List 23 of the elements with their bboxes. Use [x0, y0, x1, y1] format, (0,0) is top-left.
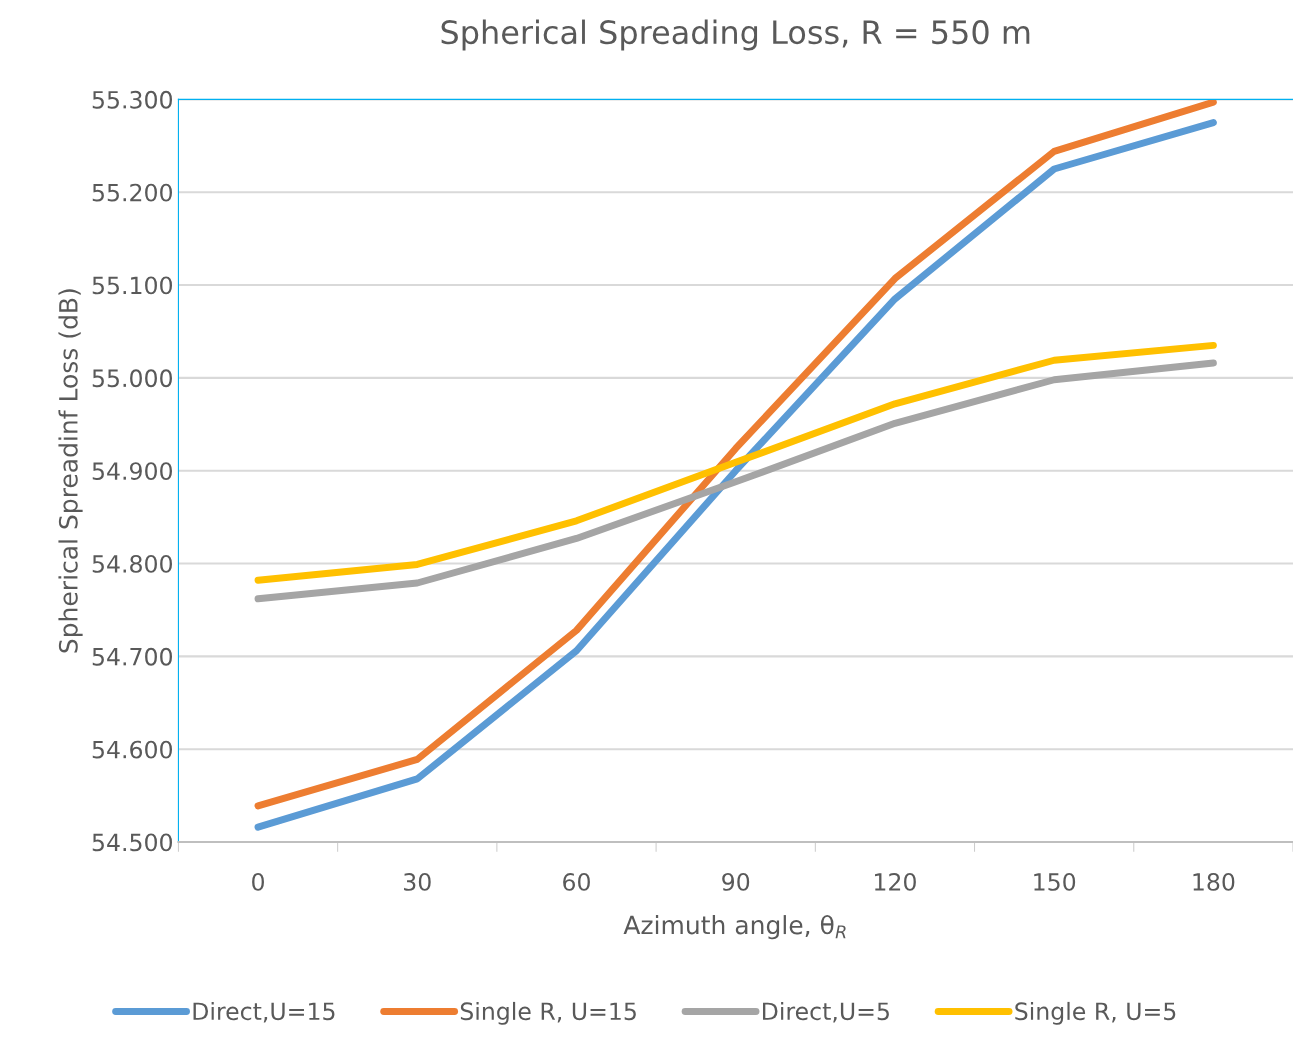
- y-tick-label: 54.700: [92, 647, 172, 666]
- chart-title: Spherical Spreading Loss, R = 550 m: [441, 19, 1030, 51]
- y-tick-label: 55.300: [92, 90, 172, 109]
- y-tick-label: 54.500: [92, 833, 172, 852]
- y-tick-label: 55.100: [92, 276, 172, 295]
- legend-label: Single R, U=15: [460, 1001, 636, 1025]
- y-tick-label: 54.900: [92, 462, 172, 481]
- legend-label: Single R, U=5: [1015, 1001, 1176, 1025]
- x-tick-label: 90: [722, 873, 750, 891]
- x-tick-label: 150: [1034, 873, 1076, 891]
- x-axis-title: Azimuth angle, θ$_{R}$: [623, 914, 846, 940]
- y-tick-label: 55.200: [92, 183, 172, 202]
- legend-label: Direct,U=5: [763, 1001, 889, 1023]
- y-axis-title: Spherical Spreadinf Loss (dB): [58, 289, 83, 653]
- x-tick-label: 60: [563, 873, 590, 891]
- legend-label: Direct,U=15: [193, 1001, 335, 1023]
- x-tick-label: 30: [404, 873, 431, 891]
- y-tick-label: 54.600: [92, 740, 172, 759]
- y-tick-label: 55.000: [92, 369, 172, 388]
- y-tick-label: 54.800: [92, 554, 172, 573]
- x-tick-label: 120: [875, 873, 916, 891]
- x-tick-label: 180: [1193, 873, 1235, 891]
- x-tick-label: 0: [252, 873, 264, 891]
